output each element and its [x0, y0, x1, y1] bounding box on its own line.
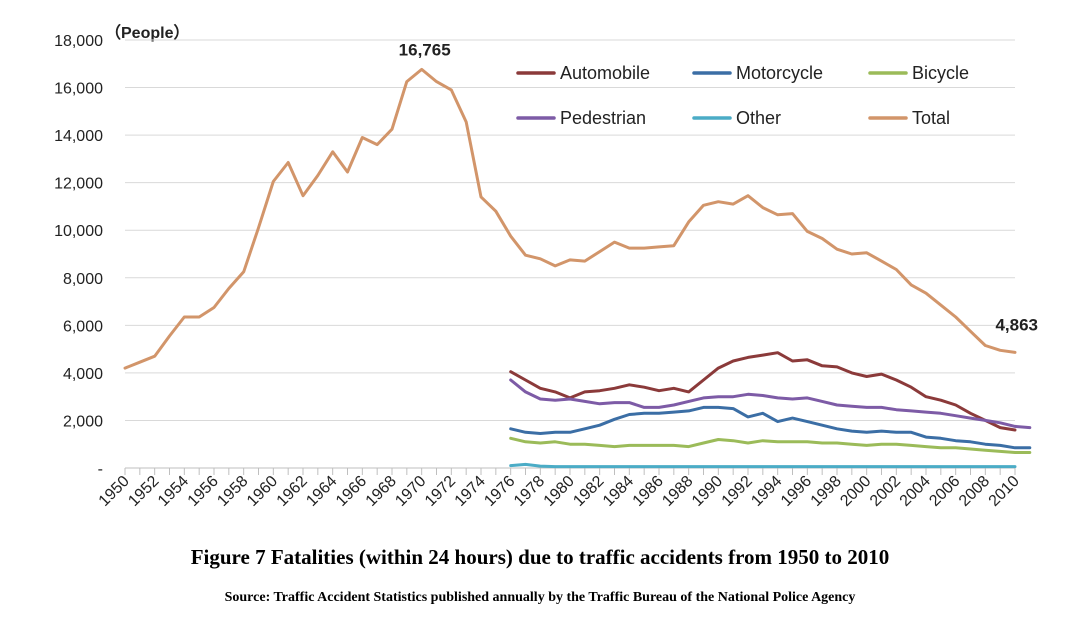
x-tick-label-1976: 1976 [481, 473, 518, 510]
y-tick-label-2000: 2,000 [63, 413, 103, 430]
x-tick-label-2008: 2008 [956, 473, 993, 510]
x-tick-label-1964: 1964 [303, 473, 340, 510]
x-tick-label-1980: 1980 [541, 473, 578, 510]
x-tick-label-1986: 1986 [630, 473, 667, 510]
x-tick-label-1960: 1960 [244, 473, 281, 510]
x-tick-label-1992: 1992 [719, 473, 756, 510]
annotations: 16,765 4,863 [399, 40, 1038, 334]
x-tick-label-2006: 2006 [926, 473, 963, 510]
x-axis: 1950195219541956195819601962196419661968… [96, 468, 1023, 510]
x-tick-label-1982: 1982 [570, 473, 607, 510]
legend-label-automobile: Automobile [560, 63, 650, 83]
x-tick-label-1954: 1954 [155, 473, 192, 510]
y-tick-label-16000: 16,000 [54, 81, 103, 98]
x-tick-label-1994: 1994 [748, 473, 785, 510]
x-tick-label-1968: 1968 [363, 473, 400, 510]
figure-title: Figure 7 Fatalities (within 24 hours) du… [190, 545, 890, 569]
x-tick-label-2010: 2010 [986, 473, 1023, 510]
x-tick-label-1952: 1952 [125, 473, 162, 510]
x-tick-label-1984: 1984 [600, 473, 637, 510]
x-tick-label-1956: 1956 [185, 473, 222, 510]
x-tick-label-1966: 1966 [333, 473, 370, 510]
legend-label-other: Other [736, 108, 781, 128]
annotation-label-2010: 4,863 [995, 315, 1038, 334]
y-tick-label-14000: 14,000 [54, 128, 103, 145]
figure-source: Source: Traffic Accident Statistics publ… [224, 590, 856, 605]
x-tick-label-1990: 1990 [689, 473, 726, 510]
y-tick-label-0: - [98, 461, 103, 478]
series-lines [123, 67, 1032, 469]
line-chart: （People） - 2,000 4,000 6,000 8,000 10,000 12,0… [54, 24, 1038, 510]
y-tick-label-4000: 4,000 [63, 366, 103, 383]
y-tick-label-12000: 12,000 [54, 176, 103, 193]
legend-label-total: Total [912, 108, 950, 128]
x-tick-label-1998: 1998 [808, 473, 845, 510]
y-tick-label-8000: 8,000 [63, 271, 103, 288]
x-tick-label-2004: 2004 [897, 473, 934, 510]
x-tick-label-1972: 1972 [422, 473, 459, 510]
series-line-pedestrian [509, 378, 1032, 430]
x-tick-label-1950: 1950 [96, 473, 133, 510]
x-tick-label-1970: 1970 [392, 473, 429, 510]
x-tick-label-1978: 1978 [511, 473, 548, 510]
x-tick-label-2002: 2002 [867, 473, 904, 510]
y-tick-label-10000: 10,000 [54, 223, 103, 240]
series-line-automobile [509, 351, 1017, 432]
series-line-total [123, 67, 1017, 370]
annotation-label-1970: 16,765 [399, 40, 451, 59]
legend-label-pedestrian: Pedestrian [560, 108, 646, 128]
x-tick-label-2000: 2000 [837, 473, 874, 510]
y-tick-label-18000: 18,000 [54, 33, 103, 50]
legend-label-bicycle: Bicycle [912, 63, 969, 83]
x-tick-label-1988: 1988 [659, 473, 696, 510]
series-line-bicycle [509, 436, 1032, 454]
x-tick-label-1962: 1962 [274, 473, 311, 510]
y-tick-label-6000: 6,000 [63, 318, 103, 335]
legend: Automobile Motorcycle Bicycle Pedestrian Oth… [516, 63, 969, 128]
gridlines [125, 39, 1015, 469]
x-tick-label-1996: 1996 [778, 473, 815, 510]
y-axis-unit-label: （People） [105, 24, 189, 42]
series-line-motorcycle [509, 405, 1032, 450]
y-axis-ticks: - 2,000 4,000 6,000 8,000 10,000 12,000 14,000 1… [54, 33, 103, 478]
series-line-other [509, 462, 1017, 469]
x-tick-label-1958: 1958 [214, 473, 251, 510]
legend-label-motorcycle: Motorcycle [736, 63, 823, 83]
x-tick-label-1974: 1974 [452, 473, 489, 510]
